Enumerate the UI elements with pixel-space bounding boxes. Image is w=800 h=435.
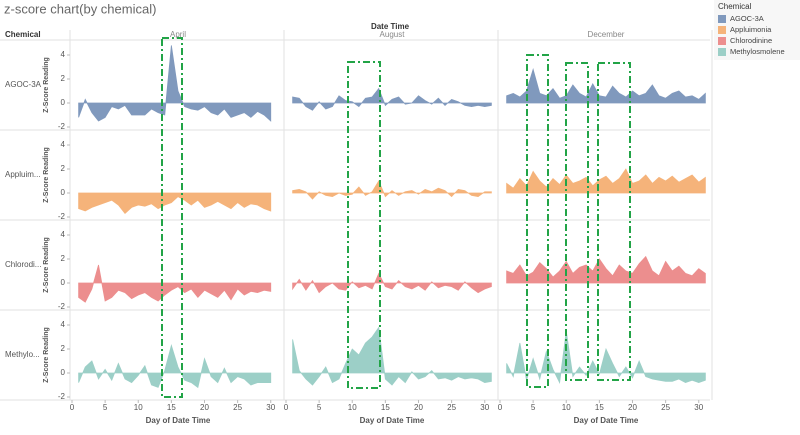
y-tick-label: -2 bbox=[58, 212, 66, 221]
x-tick-label: 10 bbox=[562, 403, 571, 412]
legend-swatch bbox=[718, 48, 726, 56]
row-label: Methylo... bbox=[5, 350, 40, 359]
y-tick-label: -2 bbox=[58, 122, 66, 131]
y-axis-label: Z-Score Reading bbox=[43, 57, 50, 113]
y-tick-label: 4 bbox=[61, 320, 66, 329]
legend-label: Appluimonia bbox=[730, 25, 772, 34]
highlight-box bbox=[597, 62, 631, 381]
y-tick-label: 2 bbox=[61, 254, 66, 263]
area bbox=[78, 192, 272, 214]
y-axis-label: Z-Score Reading bbox=[43, 237, 50, 293]
annotations bbox=[161, 37, 631, 398]
legend-label: Chlorodinine bbox=[730, 36, 772, 45]
area bbox=[292, 326, 492, 386]
area bbox=[78, 264, 272, 303]
legend-swatch bbox=[718, 26, 726, 34]
chart-title: z-score chart(by chemical) bbox=[4, 1, 156, 16]
y-tick-label: 2 bbox=[61, 344, 66, 353]
area bbox=[506, 67, 706, 104]
y-tick-label: -2 bbox=[58, 302, 66, 311]
area bbox=[506, 168, 706, 194]
y-tick-label: 2 bbox=[61, 164, 66, 173]
row-label: AGOC-3A bbox=[5, 80, 42, 89]
y-tick-label: -2 bbox=[58, 392, 66, 401]
row-label: Appluim... bbox=[5, 170, 41, 179]
y-tick-label: 4 bbox=[61, 50, 66, 59]
column-label: August bbox=[380, 30, 406, 39]
x-tick-label: 10 bbox=[348, 403, 357, 412]
area bbox=[292, 180, 492, 200]
highlight-box bbox=[526, 54, 549, 388]
y-tick-label: 4 bbox=[61, 230, 66, 239]
row-label: Chlorodi... bbox=[5, 260, 41, 269]
x-tick-label: 20 bbox=[414, 403, 423, 412]
column-label: December bbox=[588, 30, 625, 39]
x-tick-label: 15 bbox=[595, 403, 604, 412]
x-tick-label: 0 bbox=[70, 403, 75, 412]
x-tick-label: 20 bbox=[200, 403, 209, 412]
highlight-box bbox=[347, 61, 381, 389]
column-header: Date Time bbox=[371, 22, 410, 31]
area bbox=[78, 343, 272, 389]
legend-swatch bbox=[718, 15, 726, 23]
x-tick-label: 10 bbox=[134, 403, 143, 412]
x-tick-label: 5 bbox=[317, 403, 322, 412]
area bbox=[292, 272, 492, 294]
x-tick-label: 25 bbox=[661, 403, 670, 412]
x-tick-label: 30 bbox=[694, 403, 703, 412]
y-tick-label: 0 bbox=[61, 98, 66, 107]
area bbox=[292, 87, 492, 111]
x-tick-label: 15 bbox=[381, 403, 390, 412]
x-tick-label: 0 bbox=[284, 403, 289, 412]
x-tick-label: 25 bbox=[447, 403, 456, 412]
column-label: April bbox=[170, 30, 186, 39]
highlight-box bbox=[161, 37, 183, 398]
x-tick-label: 30 bbox=[480, 403, 489, 412]
legend-title: Chemical bbox=[718, 2, 752, 11]
y-axis-label: Z-Score Reading bbox=[43, 147, 50, 203]
y-tick-label: 4 bbox=[61, 140, 66, 149]
x-axis-label: Day of Date Time bbox=[360, 416, 425, 425]
y-tick-label: 0 bbox=[61, 188, 66, 197]
area bbox=[506, 330, 706, 384]
area bbox=[78, 45, 272, 122]
highlight-box bbox=[565, 62, 589, 381]
area bbox=[506, 255, 706, 284]
x-axis-label: Day of Date Time bbox=[146, 416, 211, 425]
x-tick-label: 15 bbox=[167, 403, 176, 412]
x-tick-label: 5 bbox=[103, 403, 108, 412]
x-axis-label: Day of Date Time bbox=[574, 416, 639, 425]
x-tick-label: 5 bbox=[531, 403, 536, 412]
x-tick-label: 25 bbox=[233, 403, 242, 412]
legend-label: Methylosmolene bbox=[730, 47, 785, 56]
y-axis-label: Z-Score Reading bbox=[43, 327, 50, 383]
x-tick-label: 0 bbox=[498, 403, 503, 412]
y-tick-label: 0 bbox=[61, 368, 66, 377]
legend-label: AGOC-3A bbox=[730, 14, 764, 23]
x-tick-label: 20 bbox=[628, 403, 637, 412]
legend-box bbox=[714, 0, 800, 60]
x-tick-label: 30 bbox=[266, 403, 275, 412]
y-tick-label: 0 bbox=[61, 278, 66, 287]
row-header: Chemical bbox=[5, 30, 41, 39]
y-tick-label: 2 bbox=[61, 74, 66, 83]
legend-swatch bbox=[718, 37, 726, 45]
